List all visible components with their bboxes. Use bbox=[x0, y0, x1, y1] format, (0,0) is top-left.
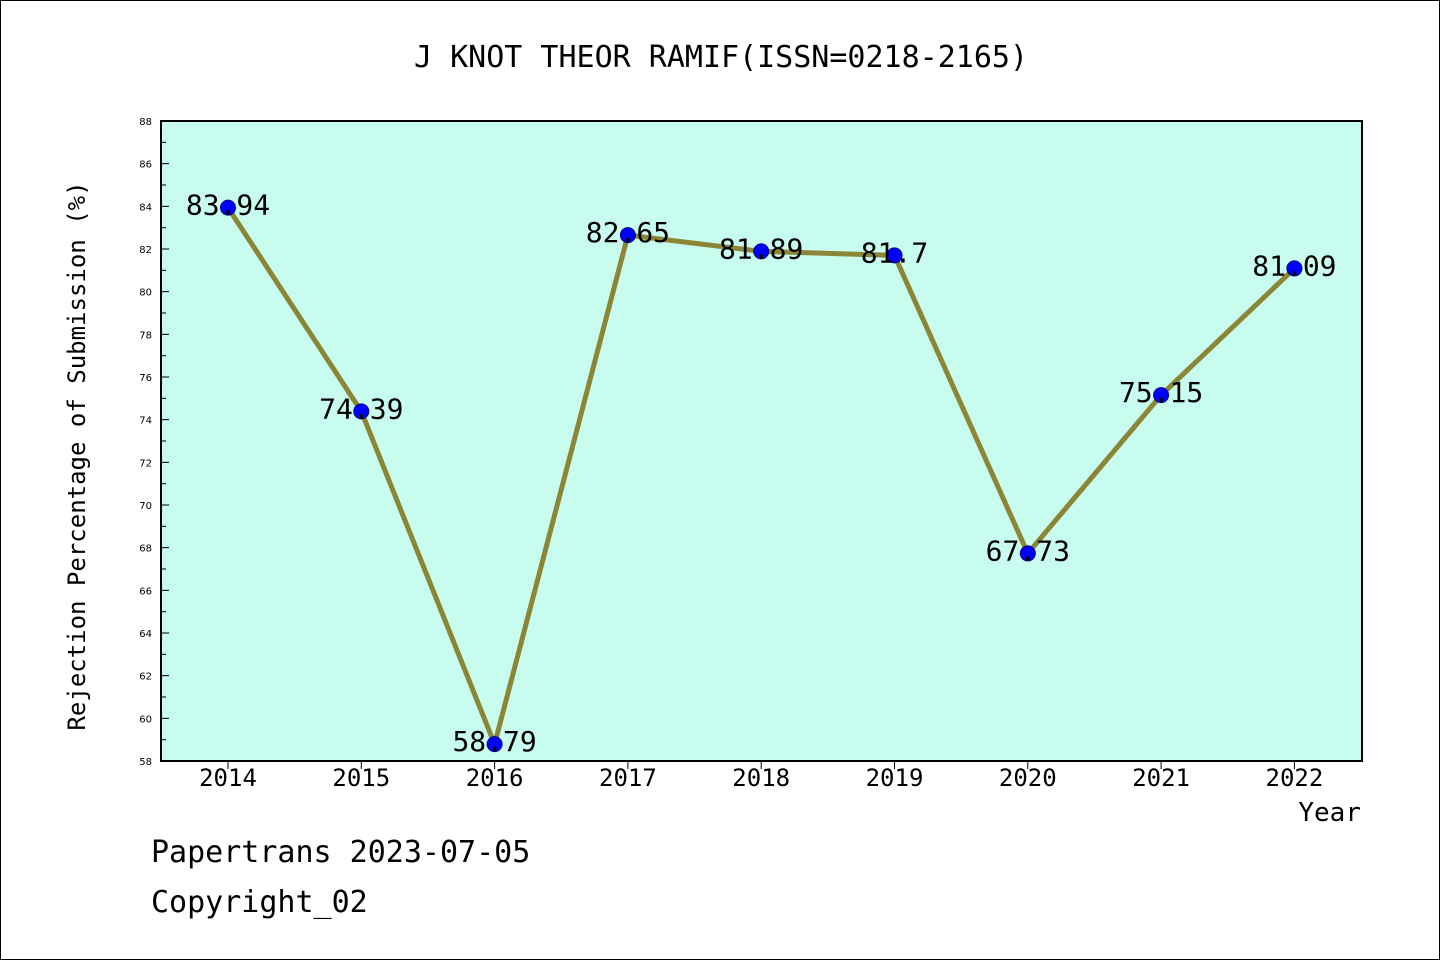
y-tick-label: 74 bbox=[139, 416, 152, 427]
y-tick-label: 66 bbox=[139, 586, 152, 597]
data-point bbox=[886, 247, 903, 264]
y-tick-label: 60 bbox=[139, 714, 152, 725]
y-tick-label: 82 bbox=[139, 245, 152, 256]
y-tick-label: 68 bbox=[139, 544, 152, 555]
data-point bbox=[353, 403, 370, 420]
footer-copyright: Copyright_02 bbox=[151, 885, 368, 920]
y-tick-label: 72 bbox=[139, 458, 152, 469]
data-label: 83.94 bbox=[186, 189, 270, 222]
footer-source: Papertrans 2023-07-05 bbox=[151, 835, 531, 870]
y-tick-label: 76 bbox=[139, 373, 152, 384]
x-tick-label: 2019 bbox=[866, 764, 924, 792]
data-point bbox=[1286, 260, 1303, 277]
data-point bbox=[486, 736, 503, 753]
y-tick-label: 80 bbox=[139, 288, 152, 299]
x-tick-label: 2018 bbox=[732, 764, 790, 792]
data-labels: 83.94 74.39 58.79 82.65 81.89 81.7 67.73 75.15 8… bbox=[186, 189, 1337, 759]
y-tick-label: 62 bbox=[139, 672, 152, 683]
data-point bbox=[619, 227, 636, 244]
x-axis: 2014 2015 2016 2017 2018 2019 2020 2021 2022 bbox=[199, 761, 1323, 792]
x-axis-label: Year bbox=[1298, 798, 1361, 828]
y-tick-label: 86 bbox=[139, 160, 152, 171]
x-tick-label: 2021 bbox=[1132, 764, 1190, 792]
data-point bbox=[1019, 545, 1036, 562]
series-points bbox=[220, 199, 1303, 753]
x-tick-label: 2020 bbox=[999, 764, 1057, 792]
data-label: 81.7 bbox=[861, 236, 928, 269]
data-label: 58.79 bbox=[452, 725, 536, 758]
y-tick-label: 70 bbox=[139, 501, 152, 512]
data-point bbox=[753, 243, 770, 260]
data-label: 74.39 bbox=[319, 392, 403, 425]
data-label: 75.15 bbox=[1119, 376, 1203, 409]
chart-title: J KNOT THEOR RAMIF(ISSN=0218-2165) bbox=[414, 40, 1028, 75]
data-label: 82.65 bbox=[586, 216, 670, 249]
y-axis-label: Rejection Percentage of Submission (%) bbox=[63, 181, 91, 730]
x-tick-label: 2022 bbox=[1266, 764, 1324, 792]
y-tick-label: 84 bbox=[139, 202, 152, 213]
x-tick-label: 2016 bbox=[466, 764, 524, 792]
y-axis: 58 60 62 64 66 68 70 72 74 76 78 80 82 84 86 88 bbox=[139, 117, 169, 768]
plot-area bbox=[160, 120, 1363, 762]
x-tick-label: 2014 bbox=[199, 764, 257, 792]
data-point bbox=[220, 199, 236, 216]
data-point bbox=[1153, 387, 1170, 404]
data-label: 67.73 bbox=[986, 534, 1070, 567]
x-tick-label: 2015 bbox=[332, 764, 390, 792]
data-label: 81.09 bbox=[1252, 249, 1336, 282]
y-tick-label: 88 bbox=[139, 117, 152, 128]
x-tick-label: 2017 bbox=[599, 764, 657, 792]
y-tick-label: 58 bbox=[139, 757, 152, 768]
y-tick-label: 64 bbox=[139, 629, 152, 640]
y-tick-label: 78 bbox=[139, 330, 152, 341]
data-label: 81.89 bbox=[719, 232, 803, 265]
